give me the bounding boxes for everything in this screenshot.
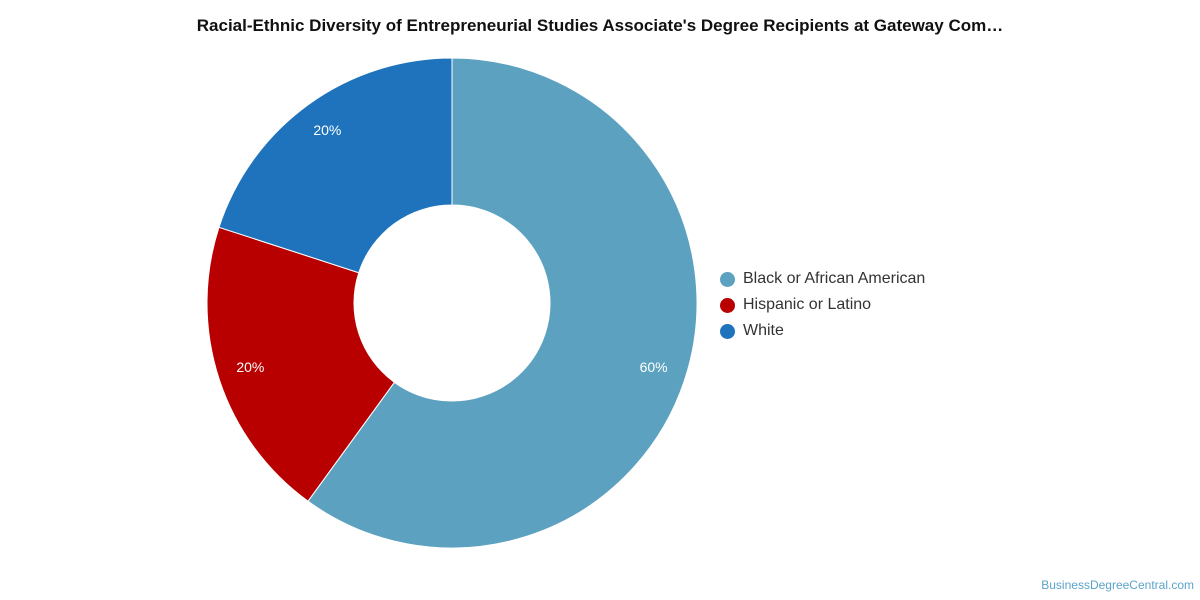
slice-black-or-african-american[interactable] <box>307 57 698 549</box>
legend-item-black-or-african-american[interactable]: Black or African American <box>720 266 925 292</box>
labels-group: 60% 20% 20% <box>236 122 667 375</box>
legend-swatch-icon <box>720 271 735 287</box>
legend-label: Black or African American <box>743 270 926 287</box>
legend-swatch-icon <box>720 297 735 313</box>
legend-item-white[interactable]: White <box>720 318 925 344</box>
legend-label: Hispanic or Latino <box>743 296 872 313</box>
slice-hispanic-or-latino[interactable] <box>206 226 396 502</box>
slice-label-black-or-african-american: 60% <box>640 359 668 375</box>
slice-label-white: 20% <box>313 122 341 138</box>
legend-swatch-icon <box>720 323 735 339</box>
slice-white[interactable] <box>218 57 453 274</box>
legend-label: White <box>743 322 784 339</box>
legend-item-hispanic-or-latino[interactable]: Hispanic or Latino <box>720 292 925 318</box>
legend: Black or African American Hispanic or Lat… <box>720 266 925 344</box>
chart-title: Racial-Ethnic Diversity of Entrepreneuri… <box>196 16 1004 35</box>
slice-label-hispanic-or-latino: 20% <box>236 359 264 375</box>
watermark-link[interactable]: BusinessDegreeCentral.com <box>1041 578 1194 592</box>
slices-group <box>206 57 698 549</box>
